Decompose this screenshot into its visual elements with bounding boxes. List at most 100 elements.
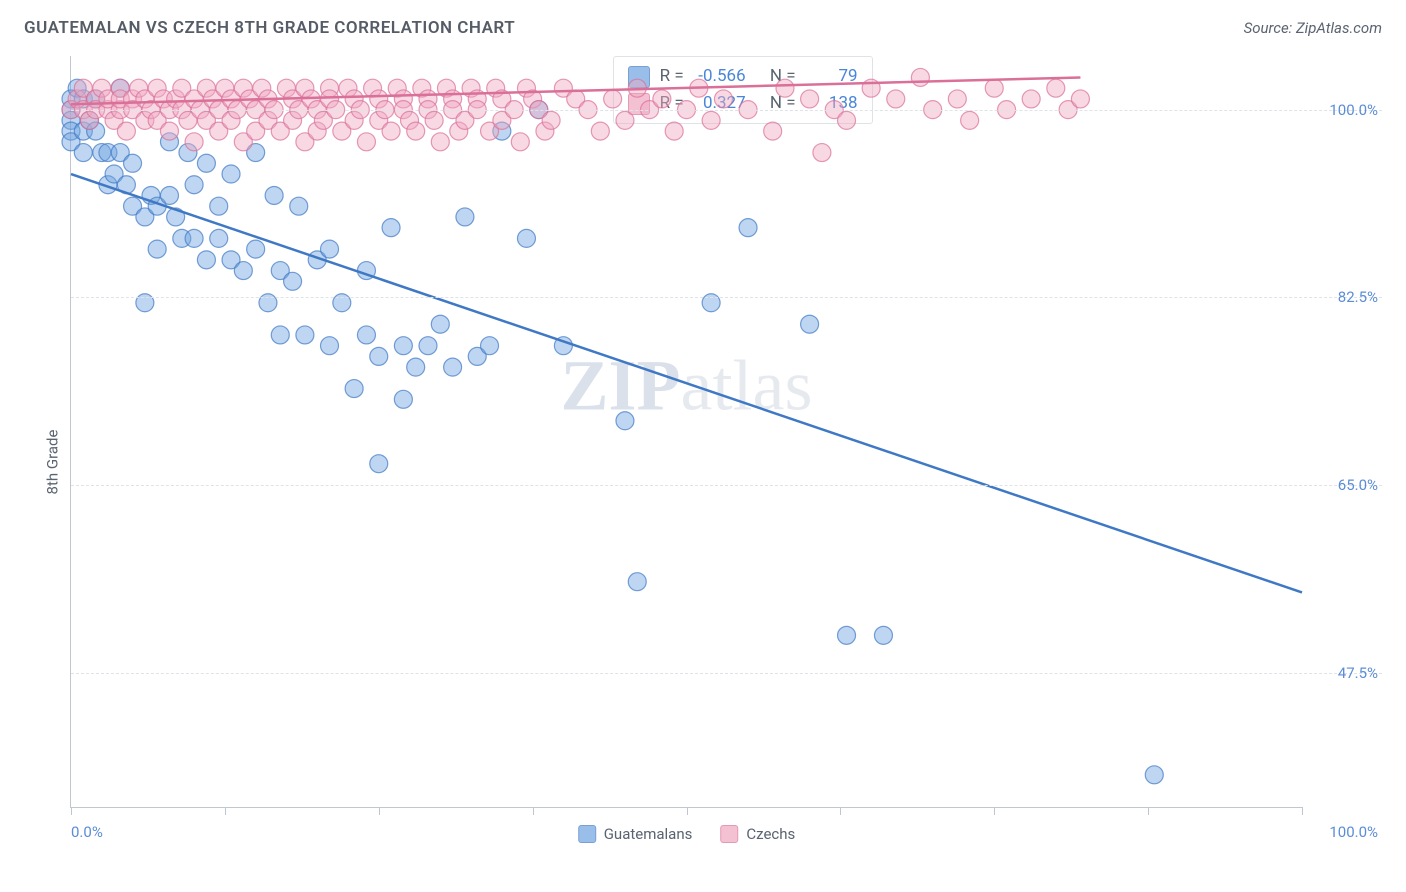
scatter-point — [357, 133, 375, 151]
scatter-point — [591, 122, 609, 140]
scatter-point — [801, 90, 819, 108]
scatter-point — [222, 165, 240, 183]
scatter-point — [370, 347, 388, 365]
scatter-point — [714, 90, 732, 108]
plot-area: ZIPatlas R = -0.566 N = 79 R = 0.327 N =… — [70, 56, 1302, 808]
scatter-point — [290, 197, 308, 215]
scatter-point — [197, 251, 215, 269]
scatter-point — [431, 315, 449, 333]
scatter-point — [1047, 79, 1065, 97]
scatter-point — [357, 326, 375, 344]
scatter-point — [456, 208, 474, 226]
x-tick-mark — [1302, 807, 1303, 815]
scatter-point — [481, 337, 499, 355]
scatter-point — [739, 219, 757, 237]
scatter-point — [1145, 766, 1163, 784]
y-tick-label: 82.5% — [1338, 288, 1378, 306]
scatter-point — [321, 337, 339, 355]
scatter-point — [948, 90, 966, 108]
gridline — [71, 110, 1382, 111]
scatter-point — [444, 358, 462, 376]
x-axis-label: 100.0% — [1329, 823, 1378, 841]
legend-item-czechs: Czechs — [720, 825, 795, 843]
legend-label-czechs: Czechs — [746, 825, 795, 843]
scatter-point — [296, 326, 314, 344]
gridline — [71, 297, 1382, 298]
y-tick-label: 100.0% — [1329, 101, 1378, 119]
scatter-point — [160, 186, 178, 204]
scatter-point — [407, 358, 425, 376]
x-tick-mark — [379, 807, 380, 815]
scatter-point — [185, 176, 203, 194]
scatter-point — [407, 122, 425, 140]
scatter-point — [419, 337, 437, 355]
scatter-point — [382, 219, 400, 237]
scatter-point — [776, 79, 794, 97]
scatter-point — [874, 626, 892, 644]
scatter-point — [271, 326, 289, 344]
scatter-point — [1071, 90, 1089, 108]
scatter-point — [210, 197, 228, 215]
scatter-svg — [71, 56, 1302, 807]
scatter-point — [887, 90, 905, 108]
scatter-point — [124, 154, 142, 172]
scatter-point — [74, 144, 92, 162]
chart-title: GUATEMALAN VS CZECH 8TH GRADE CORRELATIO… — [24, 18, 515, 38]
scatter-point — [234, 262, 252, 280]
scatter-point — [247, 240, 265, 258]
x-axis-label: 0.0% — [71, 823, 103, 841]
x-tick-mark — [687, 807, 688, 815]
scatter-point — [985, 79, 1003, 97]
x-tick-mark — [71, 807, 72, 815]
scatter-point — [764, 122, 782, 140]
scatter-point — [1022, 90, 1040, 108]
scatter-point — [394, 390, 412, 408]
scatter-point — [653, 90, 671, 108]
scatter-point — [628, 573, 646, 591]
scatter-point — [197, 154, 215, 172]
scatter-point — [185, 133, 203, 151]
x-tick-mark — [840, 807, 841, 815]
scatter-point — [801, 315, 819, 333]
y-axis-label: 8th Grade — [43, 430, 61, 495]
scatter-point — [425, 111, 443, 129]
scatter-point — [117, 122, 135, 140]
scatter-point — [961, 111, 979, 129]
scatter-point — [321, 240, 339, 258]
scatter-point — [210, 229, 228, 247]
scatter-point — [265, 186, 283, 204]
legend-item-guatemalans: Guatemalans — [578, 825, 693, 843]
gridline — [71, 673, 1382, 674]
scatter-point — [838, 111, 856, 129]
x-tick-mark — [533, 807, 534, 815]
scatter-point — [838, 626, 856, 644]
x-tick-mark — [994, 807, 995, 815]
scatter-point — [604, 90, 622, 108]
scatter-point — [284, 272, 302, 290]
chart-header: GUATEMALAN VS CZECH 8TH GRADE CORRELATIO… — [24, 18, 1382, 38]
scatter-point — [665, 122, 683, 140]
source-attribution: Source: ZipAtlas.com — [1244, 19, 1382, 37]
scatter-point — [185, 229, 203, 247]
scatter-point — [542, 111, 560, 129]
scatter-point — [616, 111, 634, 129]
legend-label-guatemalans: Guatemalans — [604, 825, 693, 843]
scatter-point — [702, 111, 720, 129]
gridline — [71, 485, 1382, 486]
scatter-point — [394, 337, 412, 355]
scatter-point — [382, 122, 400, 140]
scatter-point — [345, 380, 363, 398]
legend-swatch-guatemalans — [578, 825, 596, 843]
x-tick-mark — [1148, 807, 1149, 815]
legend: Guatemalans Czechs — [578, 825, 796, 843]
scatter-point — [148, 240, 166, 258]
scatter-point — [431, 133, 449, 151]
x-tick-mark — [225, 807, 226, 815]
chart-container: 8th Grade ZIPatlas R = -0.566 N = 79 R =… — [24, 56, 1382, 868]
y-tick-label: 47.5% — [1338, 664, 1378, 682]
scatter-point — [616, 412, 634, 430]
scatter-point — [813, 144, 831, 162]
legend-swatch-czechs — [720, 825, 738, 843]
scatter-point — [370, 455, 388, 473]
scatter-point — [517, 229, 535, 247]
